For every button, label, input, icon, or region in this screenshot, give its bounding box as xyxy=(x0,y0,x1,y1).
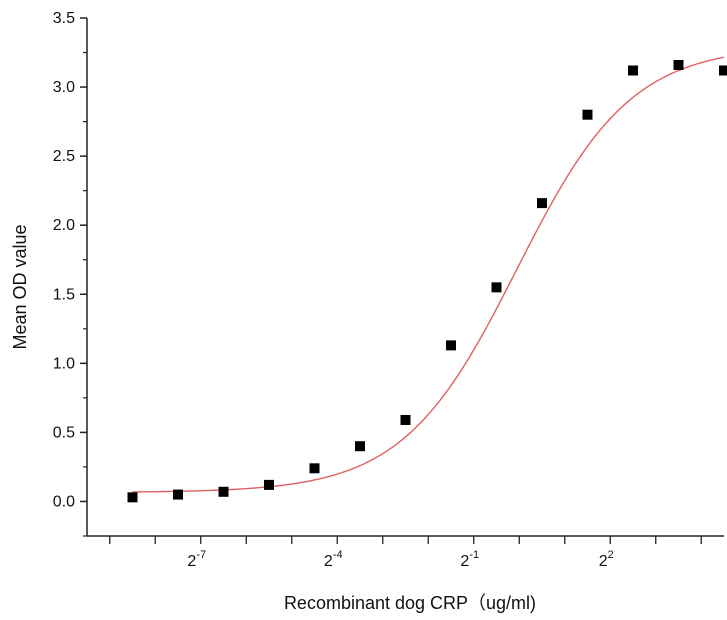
data-point xyxy=(309,463,320,474)
x-ticks: 2-7 2-4 2-1 22 xyxy=(109,536,702,570)
x-axis-title: Recombinant dog CRP（ug/ml) xyxy=(284,593,536,613)
y-tick-label: 2.5 xyxy=(53,148,75,165)
data-points xyxy=(127,59,727,503)
data-point xyxy=(218,486,229,497)
x-tick-label: 2-7 xyxy=(187,549,206,570)
data-point xyxy=(673,59,684,70)
data-point xyxy=(446,340,456,351)
data-point xyxy=(582,109,593,120)
data-point xyxy=(264,479,274,490)
data-point xyxy=(355,441,365,452)
y-tick-label: 0.5 xyxy=(53,424,75,441)
x-tick-label: 2-4 xyxy=(324,549,343,570)
data-point xyxy=(719,65,727,76)
data-point xyxy=(537,198,547,209)
data-point xyxy=(628,65,638,76)
data-point xyxy=(127,492,138,503)
data-point xyxy=(400,414,411,425)
y-tick-label: 3.5 xyxy=(53,10,75,27)
y-ticks: 0.0 0.5 1.0 1.5 2.0 2.5 3.0 3.5 xyxy=(53,10,87,537)
data-point xyxy=(491,282,502,293)
y-tick-label: 1.0 xyxy=(53,355,75,372)
y-tick-label: 0.0 xyxy=(53,493,75,510)
x-tick-label: 22 xyxy=(599,549,614,570)
fit-curve xyxy=(132,56,725,493)
y-tick-label: 2.0 xyxy=(53,217,75,234)
y-tick-label: 1.5 xyxy=(53,286,75,303)
data-point xyxy=(173,489,183,500)
y-tick-label: 3.0 xyxy=(53,79,75,96)
axes xyxy=(86,18,724,537)
y-axis-title: Mean OD value xyxy=(10,224,30,349)
x-tick-label: 2-1 xyxy=(460,549,479,570)
